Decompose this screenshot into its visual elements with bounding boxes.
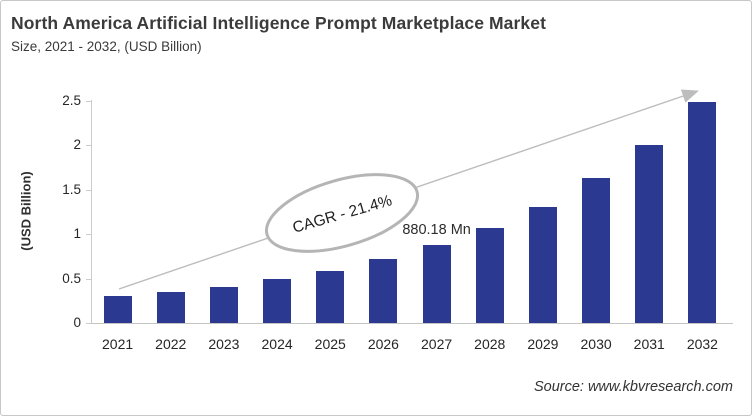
y-tick-label-0: 0 — [73, 315, 81, 330]
y-tick-mark — [86, 189, 91, 191]
chart-subtitle: Size, 2021 - 2032, (USD Billion) — [11, 39, 202, 54]
x-tick-label-2021: 2021 — [102, 336, 134, 352]
y-tick-label-1.5: 1.5 — [62, 181, 81, 197]
y-tick-mark — [86, 323, 91, 324]
x-tick-label-2023: 2023 — [208, 336, 240, 352]
x-tick-label-2025: 2025 — [314, 336, 346, 352]
bar-2028 — [475, 227, 504, 323]
bar-2030 — [582, 178, 611, 323]
source-text: Source: www.kbvresearch.com — [533, 379, 733, 395]
y-tick-label-1: 1 — [73, 226, 81, 242]
bar-2021 — [103, 296, 132, 323]
x-tick-label-2026: 2026 — [367, 336, 399, 352]
bar-2022 — [156, 291, 185, 323]
x-tick-label-2028: 2028 — [474, 336, 506, 352]
y-tick-mark — [86, 101, 91, 102]
bar-2024 — [263, 279, 292, 323]
x-tick-label-2022: 2022 — [155, 336, 187, 352]
y-axis-title: (USD Billion) — [18, 171, 34, 251]
bar-2026 — [369, 259, 398, 323]
y-tick-mark — [86, 145, 91, 147]
x-tick-label-2027: 2027 — [421, 336, 453, 352]
x-tick-label-2032: 2032 — [686, 336, 718, 352]
x-tick-label-2031: 2031 — [633, 336, 665, 352]
bar-2032 — [688, 101, 717, 323]
bar-2031 — [635, 145, 664, 323]
x-tick-label-2030: 2030 — [580, 336, 612, 352]
bar-2029 — [528, 206, 557, 323]
chart-title: North America Artificial Intelligence Pr… — [11, 13, 547, 33]
bar-2023 — [209, 286, 238, 323]
y-tick-mark — [86, 234, 91, 236]
x-axis-line — [91, 323, 733, 324]
x-tick-label-2029: 2029 — [527, 336, 559, 352]
y-tick-mark — [86, 278, 91, 280]
y-tick-label-2: 2 — [73, 137, 81, 153]
y-tick-label-0.5: 0.5 — [62, 270, 81, 286]
cagr-label: CAGR - 21.4% — [291, 192, 394, 237]
value-annotation: 880.18 Mn — [402, 221, 471, 238]
cagr-ellipse — [264, 173, 420, 253]
bar-2027 — [422, 244, 451, 323]
x-tick-label-2024: 2024 — [261, 336, 293, 352]
y-axis-line — [91, 100, 92, 324]
bar-2025 — [316, 270, 345, 323]
y-tick-label-2.5: 2.5 — [62, 93, 81, 108]
